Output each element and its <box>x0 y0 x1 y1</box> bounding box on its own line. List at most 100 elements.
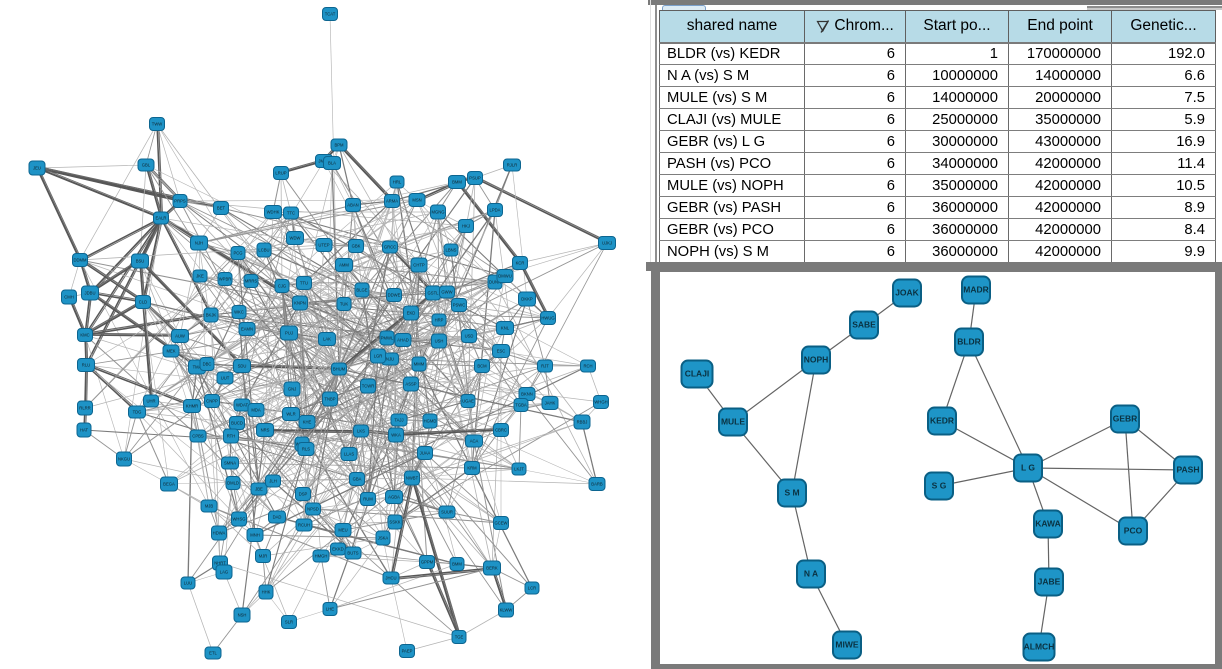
svg-text:JLH: JLH <box>269 479 276 484</box>
svg-text:TWW: TWW <box>152 122 163 127</box>
svg-text:BHUM: BHUM <box>333 367 346 372</box>
svg-text:MNH: MNH <box>250 533 260 538</box>
svg-text:ARMA: ARMA <box>386 199 398 204</box>
svg-text:BKJK: BKJK <box>206 313 217 318</box>
svg-text:AMM: AMM <box>339 263 349 268</box>
svg-text:UHR: UHR <box>146 399 155 404</box>
svg-text:NSH: NSH <box>238 613 247 618</box>
svg-text:LPDA: LPDA <box>490 208 501 213</box>
svg-text:LGR: LGR <box>374 354 383 359</box>
svg-text:BUTS: BUTS <box>347 551 358 556</box>
svg-text:RJT: RJT <box>541 364 549 369</box>
svg-text:TGBA: TGBA <box>515 403 527 408</box>
svg-text:KCR: KCR <box>516 261 525 266</box>
svg-text:NPSD: NPSD <box>307 507 319 512</box>
svg-text:GEBR: GEBR <box>1113 414 1138 424</box>
svg-text:JEU: JEU <box>33 166 41 171</box>
svg-text:SDU: SDU <box>238 364 247 369</box>
svg-text:BPM: BPM <box>334 143 344 148</box>
svg-text:LKS: LKS <box>357 429 365 434</box>
svg-text:BET: BET <box>217 206 226 211</box>
svg-text:LAK: LAK <box>323 337 331 342</box>
svg-text:WDHK: WDHK <box>267 210 280 215</box>
svg-text:JKE: JKE <box>196 274 204 279</box>
svg-text:DMLD: DMLD <box>227 481 239 486</box>
svg-text:MEK: MEK <box>166 349 175 354</box>
svg-text:CNPP: CNPP <box>206 399 218 404</box>
svg-text:TTU: TTU <box>300 281 308 286</box>
svg-text:L G: L G <box>1021 463 1035 473</box>
svg-text:GRCC: GRCC <box>384 245 396 250</box>
svg-text:WHSG: WHSG <box>232 517 245 522</box>
svg-text:CPBS: CPBS <box>192 434 204 439</box>
svg-text:LRUP: LRUP <box>275 171 286 176</box>
svg-text:RLRR: RLRR <box>79 406 90 411</box>
svg-text:HHK: HHK <box>262 590 271 595</box>
svg-text:EALR: EALR <box>156 216 167 221</box>
svg-text:NJH: NJH <box>195 241 203 246</box>
svg-text:TUK: TUK <box>340 302 349 307</box>
svg-text:PASH: PASH <box>1177 465 1200 475</box>
svg-text:DSP: DSP <box>299 492 308 497</box>
svg-text:HRP: HRP <box>435 318 444 323</box>
svg-text:PSUP: PSUP <box>469 176 481 181</box>
svg-text:CHTP: CHTP <box>413 263 425 268</box>
svg-text:LUU: LUU <box>184 581 192 586</box>
svg-text:BSU: BSU <box>136 259 145 264</box>
svg-text:DAD: DAD <box>273 515 282 520</box>
svg-text:NJU: NJU <box>386 357 394 362</box>
svg-text:LCR: LCR <box>528 586 536 591</box>
svg-text:TMA: TMA <box>193 365 202 370</box>
svg-text:MJB: MJB <box>205 504 214 509</box>
svg-text:JBE: JBE <box>255 487 263 492</box>
svg-text:WKC: WKC <box>234 310 244 315</box>
svg-text:JSKA: JSKA <box>378 536 389 541</box>
svg-text:PCO: PCO <box>1124 526 1143 536</box>
svg-text:DKKP: DKKP <box>521 297 533 302</box>
svg-text:AUW: AUW <box>175 334 185 339</box>
svg-text:HWUG: HWUG <box>541 316 554 321</box>
svg-text:GNJ: GNJ <box>288 387 296 392</box>
svg-text:HMGH: HMGH <box>315 554 328 559</box>
svg-text:SUUR: SUUR <box>441 510 453 515</box>
svg-text:TNBP: TNBP <box>324 397 335 402</box>
svg-text:MDA: MDA <box>251 408 261 413</box>
svg-text:LHE: LHE <box>326 607 334 612</box>
svg-text:CLD: CLD <box>139 300 147 305</box>
svg-text:RCUH: RCUH <box>298 523 310 528</box>
svg-text:NOPH: NOPH <box>804 355 829 365</box>
svg-text:HGMD: HGMD <box>424 419 437 424</box>
svg-text:TCWR: TCWR <box>362 384 375 389</box>
svg-text:RTH: RTH <box>227 434 236 439</box>
svg-text:KHMR: KHMR <box>186 404 198 409</box>
svg-text:MMM: MMM <box>414 362 425 367</box>
svg-text:ETL: ETL <box>209 651 217 656</box>
svg-text:BARB: BARB <box>591 482 603 487</box>
svg-text:USD: USD <box>465 334 474 339</box>
svg-text:MJR: MJR <box>259 554 268 559</box>
svg-text:WLR: WLR <box>286 412 295 417</box>
svg-text:CJG: CJG <box>278 284 286 289</box>
svg-text:GPPM: GPPM <box>421 560 434 565</box>
svg-text:HAT: HAT <box>80 428 89 433</box>
svg-text:TDG: TDG <box>133 410 142 415</box>
svg-text:LCBU: LCBU <box>258 248 269 253</box>
svg-text:MEU: MEU <box>338 528 347 533</box>
svg-text:DBC: DBC <box>203 362 212 367</box>
svg-text:BMM: BMM <box>452 562 462 567</box>
svg-text:WDAT: WDAT <box>236 403 248 408</box>
svg-text:PUJ: PUJ <box>285 331 293 336</box>
svg-text:PAEP: PAEP <box>402 649 413 654</box>
svg-text:BERK: BERK <box>486 566 498 571</box>
svg-text:WPBR: WPBR <box>219 277 232 282</box>
svg-text:JDBU: JDBU <box>85 291 96 296</box>
svg-text:CMH: CMH <box>64 295 74 300</box>
svg-text:GSTL: GSTL <box>428 291 440 296</box>
svg-text:HDWA: HDWA <box>213 531 226 536</box>
svg-text:PRPS: PRPS <box>174 199 186 204</box>
svg-text:KRM: KRM <box>467 466 477 471</box>
svg-text:KMC: KMC <box>80 333 89 338</box>
svg-text:RCH: RCH <box>583 364 592 369</box>
svg-text:LBNS: LBNS <box>446 248 457 253</box>
svg-text:GBA: GBA <box>353 477 362 482</box>
